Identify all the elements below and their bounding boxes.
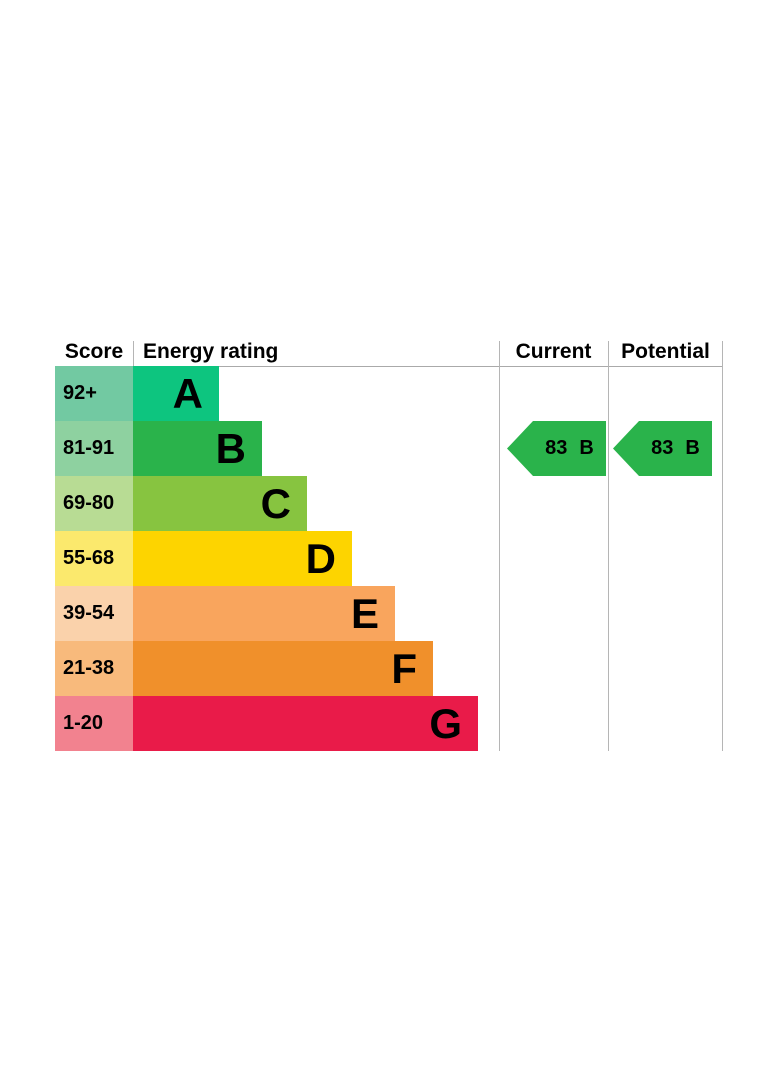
rating-bar-A: A xyxy=(133,366,219,421)
band-row-F: 21-38 F xyxy=(55,641,723,696)
band-letter-G: G xyxy=(429,700,462,747)
rating-bar-D: D xyxy=(133,531,352,586)
band-row-B: 81-91 B xyxy=(55,421,723,476)
header-underline xyxy=(55,366,723,367)
current-potential-divider-line xyxy=(608,341,609,751)
band-letter-F: F xyxy=(391,645,417,692)
epc-energy-rating-chart: Score Energy rating Current Potential 92… xyxy=(55,340,723,752)
band-letter-C: C xyxy=(260,480,291,527)
energy-rating-column-header: Energy rating xyxy=(143,340,279,363)
potential-column-header: Potential xyxy=(621,340,710,363)
current-rating-band: B xyxy=(579,437,594,459)
rating-band-rows: 92+ A 81-91 B 69-80 C 55-68 D 39-54 E 21-38 F 1-20 G xyxy=(55,366,723,751)
score-rating-divider-line xyxy=(133,341,134,366)
band-letter-E: E xyxy=(350,590,379,637)
rating-bar-E: E xyxy=(133,586,395,641)
rating-bar-F: F xyxy=(133,641,433,696)
band-letter-A: A xyxy=(172,370,203,417)
band-row-G: 1-20 G xyxy=(55,696,723,751)
current-rating-value: 83 xyxy=(545,437,568,459)
rating-bar-G: G xyxy=(133,696,478,751)
score-range-D: 55-68 xyxy=(55,531,133,586)
band-row-A: 92+ A xyxy=(55,366,723,421)
score-range-A: 92+ xyxy=(55,366,133,421)
score-range-F: 21-38 xyxy=(55,641,133,696)
band-letter-D: D xyxy=(305,535,336,582)
rating-bar-B: B xyxy=(133,421,262,476)
score-range-E: 39-54 xyxy=(55,586,133,641)
band-letter-B: B xyxy=(215,425,246,472)
band-row-E: 39-54 E xyxy=(55,586,723,641)
score-range-B: 81-91 xyxy=(55,421,133,476)
potential-rating-band: B xyxy=(685,437,700,459)
potential-rating-value: 83 xyxy=(651,437,674,459)
rating-bar-C: C xyxy=(133,476,307,531)
score-range-G: 1-20 xyxy=(55,696,133,751)
current-column-header: Current xyxy=(515,340,592,363)
score-column-header: Score xyxy=(64,340,124,363)
chart-right-border-line xyxy=(722,341,723,751)
band-row-C: 69-80 C xyxy=(55,476,723,531)
score-range-C: 69-80 xyxy=(55,476,133,531)
potential-rating-arrow: 83 B xyxy=(613,421,712,476)
current-column-left-line xyxy=(499,341,500,751)
band-row-D: 55-68 D xyxy=(55,531,723,586)
